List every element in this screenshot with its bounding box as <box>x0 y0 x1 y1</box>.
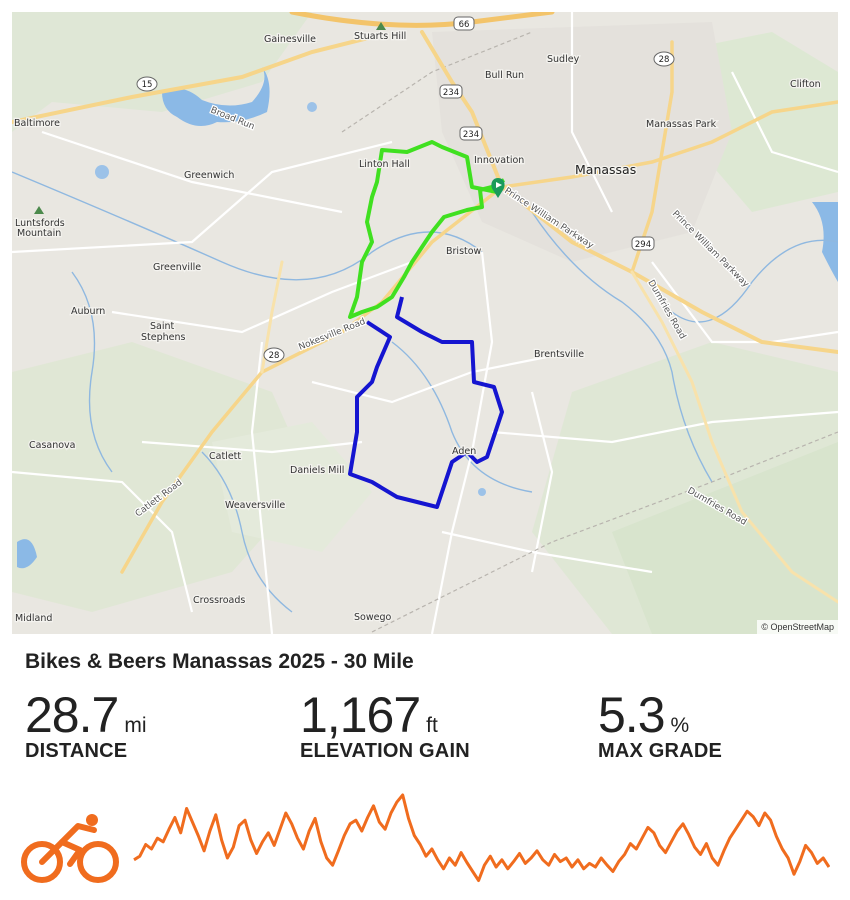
svg-text:66: 66 <box>459 20 470 30</box>
place-label: Auburn <box>71 306 105 317</box>
svg-text:294: 294 <box>635 240 651 250</box>
elevation-profile-line <box>133 793 830 882</box>
route-shields: 66 28 15 234 234 294 28 <box>136 16 675 363</box>
svg-text:234: 234 <box>443 88 459 98</box>
mountain-icon <box>376 22 386 30</box>
grade-label: MAX GRADE <box>598 740 723 762</box>
place-label: Sowego <box>354 612 391 623</box>
elevation-unit: ft <box>426 714 438 737</box>
shield-294: 294 <box>631 236 655 251</box>
elevation-profile <box>133 793 830 882</box>
pond <box>478 488 486 496</box>
place-label: Sudley <box>547 54 580 65</box>
shield-15: 15 <box>136 76 158 92</box>
pond <box>307 102 317 112</box>
svg-text:28: 28 <box>659 55 670 65</box>
place-label: Saint <box>150 321 175 332</box>
mountain-icon <box>34 206 44 214</box>
minor-roads <box>12 12 838 634</box>
place-label: Greenville <box>153 262 201 273</box>
rail-line <box>341 31 533 133</box>
shield-28: 28 <box>263 347 285 363</box>
place-label: Catlett <box>209 451 241 462</box>
place-label: Linton Hall <box>359 159 410 170</box>
distance-value: 28.7 <box>25 687 119 743</box>
place-label: Greenwich <box>184 170 234 181</box>
place-label: Crossroads <box>193 595 245 606</box>
place-label: Clifton <box>790 79 821 90</box>
shield-234: 234 <box>439 84 463 99</box>
grade-unit: % <box>670 714 690 737</box>
pond <box>95 165 109 179</box>
place-label: Baltimore <box>14 118 60 129</box>
woodland-area <box>12 342 312 612</box>
route-loop-segment <box>348 296 504 509</box>
grade-value: 5.3 <box>598 687 666 743</box>
lake <box>162 67 270 126</box>
place-label: Luntsfords <box>15 218 65 229</box>
place-label: Stephens <box>141 332 186 343</box>
distance-unit: mi <box>124 714 147 737</box>
shield-66: 66 <box>453 16 475 31</box>
shield-234: 234 <box>459 126 483 141</box>
place-label: Midland <box>15 613 52 624</box>
place-label: Aden <box>452 446 476 457</box>
place-label: Brentsville <box>534 349 584 360</box>
park-area <box>612 442 838 634</box>
lake <box>812 202 838 282</box>
place-label: Bull Run <box>485 70 524 81</box>
place-label: Manassas Park <box>646 119 717 130</box>
rail-line <box>371 431 838 633</box>
place-label: Gainesville <box>264 34 316 45</box>
place-label: Weaversville <box>225 500 285 511</box>
woodland-area <box>12 12 312 132</box>
map-attribution[interactable]: © OpenStreetMap <box>757 620 838 634</box>
streams <box>12 171 838 613</box>
stat-elevation-gain: 1,167 ft ELEVATION GAIN <box>300 686 470 763</box>
route-map[interactable]: 66 28 15 234 234 294 28 Prince William P… <box>12 12 838 634</box>
place-label: Innovation <box>474 155 524 166</box>
place-label: Mountain <box>17 228 61 239</box>
shield-28: 28 <box>653 51 675 67</box>
place-label: Casanova <box>29 440 76 451</box>
stat-max-grade: 5.3% MAX GRADE <box>598 686 722 763</box>
svg-text:234: 234 <box>463 130 479 140</box>
start-marker[interactable] <box>491 178 505 198</box>
play-icon <box>496 182 502 188</box>
route-outbound-segment <box>348 140 506 319</box>
urban-area <box>432 22 732 262</box>
cyclist-logo-icon <box>21 814 119 883</box>
place-label: Stuarts Hill <box>354 31 406 42</box>
route-title: Bikes & Beers Manassas 2025 - 30 Mile <box>25 650 414 673</box>
place-labels: Gainesville Stuarts Hill Sudley Bull Run… <box>13 30 822 626</box>
stat-distance: 28.7 mi DISTANCE <box>25 686 147 763</box>
map-canvas[interactable]: 66 28 15 234 234 294 28 Prince William P… <box>12 12 838 634</box>
place-label: Daniels Mill <box>290 465 344 476</box>
woodland-area <box>212 422 372 552</box>
place-label: Manassas <box>575 162 636 177</box>
start-pin-icon <box>491 178 505 198</box>
svg-text:28: 28 <box>269 351 280 361</box>
place-label: Bristow <box>446 246 482 257</box>
svg-text:15: 15 <box>142 80 153 90</box>
pond <box>17 539 37 569</box>
distance-label: DISTANCE <box>25 740 128 762</box>
elevation-value: 1,167 <box>300 687 421 743</box>
elevation-label: ELEVATION GAIN <box>300 740 470 762</box>
